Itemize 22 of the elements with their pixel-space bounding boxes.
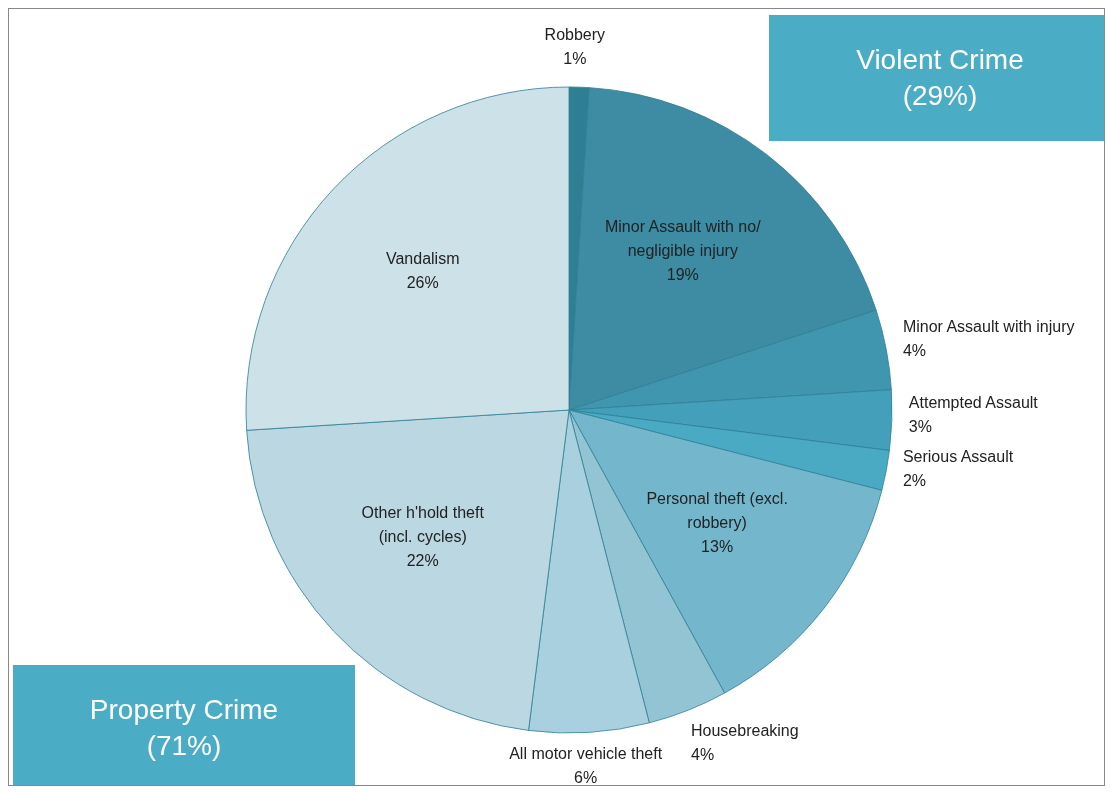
- slice-label: All motor vehicle theft: [509, 745, 663, 763]
- text: Property Crime (71%): [89, 693, 279, 763]
- slice-label: Serious Assault: [902, 447, 1014, 465]
- data-label: 3%: [908, 418, 932, 436]
- text: Violent Crime (29%): [856, 43, 1024, 113]
- data-label: 13%: [701, 538, 734, 556]
- slice-label: Minor Assault with no/ negligible injury: [604, 218, 762, 260]
- data-label: 26%: [406, 274, 439, 292]
- data-label: 2%: [902, 471, 927, 489]
- data-label: 4%: [902, 342, 927, 360]
- slice-label: Vandalism: [385, 250, 460, 268]
- data-label: 6%: [574, 769, 598, 787]
- slice-label: Robbery: [544, 26, 606, 44]
- slice-label: Minor Assault with injury: [902, 318, 1075, 336]
- data-label: 1%: [563, 50, 587, 68]
- slice-label: Other h'hold theft (incl. cycles): [361, 503, 485, 545]
- data-label: 4%: [691, 745, 715, 764]
- data-label: 19%: [666, 266, 699, 284]
- slice-label: Personal theft (excl. robbery): [646, 490, 788, 532]
- data-label: 22%: [406, 551, 439, 569]
- slice-label: Housebreaking: [691, 721, 799, 740]
- slice-label: Attempted Assault: [908, 394, 1039, 412]
